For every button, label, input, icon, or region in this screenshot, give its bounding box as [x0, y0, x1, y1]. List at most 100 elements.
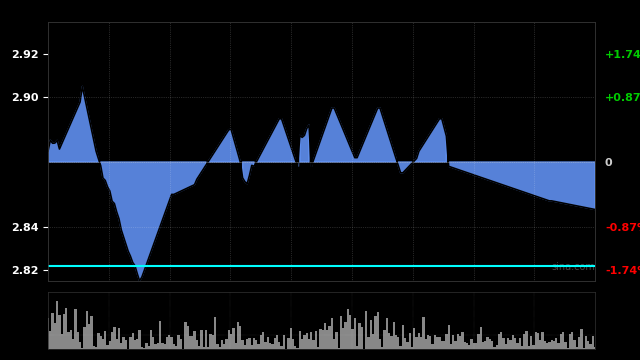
Bar [589, 344, 592, 349]
Bar [106, 345, 109, 349]
Bar [408, 333, 411, 349]
Bar [491, 341, 493, 349]
Bar [500, 332, 502, 349]
Bar [159, 321, 161, 349]
Bar [418, 333, 420, 349]
Bar [118, 328, 120, 349]
Bar [134, 340, 136, 349]
Bar [97, 333, 99, 349]
Bar [63, 314, 65, 349]
Bar [196, 340, 198, 349]
Bar [200, 330, 202, 349]
Bar [138, 330, 141, 349]
Bar [537, 333, 539, 349]
Bar [438, 337, 441, 349]
Bar [299, 332, 301, 349]
Bar [576, 347, 578, 349]
Bar [441, 341, 443, 349]
Bar [541, 333, 544, 349]
Bar [276, 336, 278, 349]
Bar [571, 332, 573, 349]
Bar [267, 337, 269, 349]
Bar [168, 335, 170, 349]
Bar [534, 332, 537, 349]
Bar [420, 337, 422, 349]
Bar [502, 338, 505, 349]
Bar [216, 343, 219, 349]
Bar [56, 301, 58, 349]
Bar [287, 338, 289, 349]
Bar [509, 340, 511, 349]
Bar [305, 333, 308, 349]
Bar [434, 335, 436, 349]
Bar [422, 317, 424, 349]
Bar [342, 328, 344, 349]
Bar [319, 329, 321, 349]
Bar [184, 323, 186, 349]
Bar [411, 347, 413, 349]
Bar [555, 338, 557, 349]
Bar [390, 336, 392, 349]
Bar [324, 323, 326, 349]
Bar [246, 339, 248, 349]
Bar [296, 348, 299, 349]
Bar [360, 327, 363, 349]
Bar [429, 336, 431, 349]
Bar [189, 336, 191, 349]
Bar [388, 333, 390, 349]
Bar [505, 344, 507, 349]
Bar [248, 338, 251, 349]
Bar [49, 331, 51, 349]
Bar [404, 338, 406, 349]
Bar [521, 346, 523, 349]
Bar [473, 343, 475, 349]
Bar [260, 335, 262, 349]
Bar [363, 348, 365, 349]
Bar [592, 336, 594, 349]
Bar [141, 347, 143, 349]
Bar [223, 344, 225, 349]
Bar [235, 343, 237, 349]
Bar [191, 336, 193, 349]
Bar [548, 342, 550, 349]
Bar [585, 336, 587, 349]
Bar [90, 316, 93, 349]
Bar [386, 318, 388, 349]
Bar [180, 339, 182, 349]
Bar [321, 330, 324, 349]
Bar [514, 338, 516, 349]
Bar [228, 329, 230, 349]
Bar [120, 342, 122, 349]
Bar [466, 342, 468, 349]
Bar [205, 330, 207, 349]
Bar [486, 337, 489, 349]
Bar [560, 334, 562, 349]
Bar [83, 327, 86, 349]
Bar [507, 338, 509, 349]
Bar [578, 337, 580, 349]
Bar [264, 342, 267, 349]
Bar [498, 334, 500, 349]
Bar [553, 341, 555, 349]
Bar [527, 346, 530, 349]
Bar [582, 348, 585, 349]
Bar [77, 332, 79, 349]
Bar [424, 339, 427, 349]
Bar [166, 337, 168, 349]
Bar [523, 334, 525, 349]
Bar [354, 318, 356, 349]
Bar [175, 346, 177, 349]
Bar [262, 332, 264, 349]
Bar [349, 315, 351, 349]
Bar [283, 335, 285, 349]
Bar [516, 343, 518, 349]
Bar [431, 344, 434, 349]
Bar [335, 332, 338, 349]
Bar [546, 343, 548, 349]
Bar [152, 337, 154, 349]
Bar [358, 323, 360, 349]
Bar [202, 347, 205, 349]
Bar [495, 345, 498, 349]
Bar [544, 341, 546, 349]
Bar [109, 341, 111, 349]
